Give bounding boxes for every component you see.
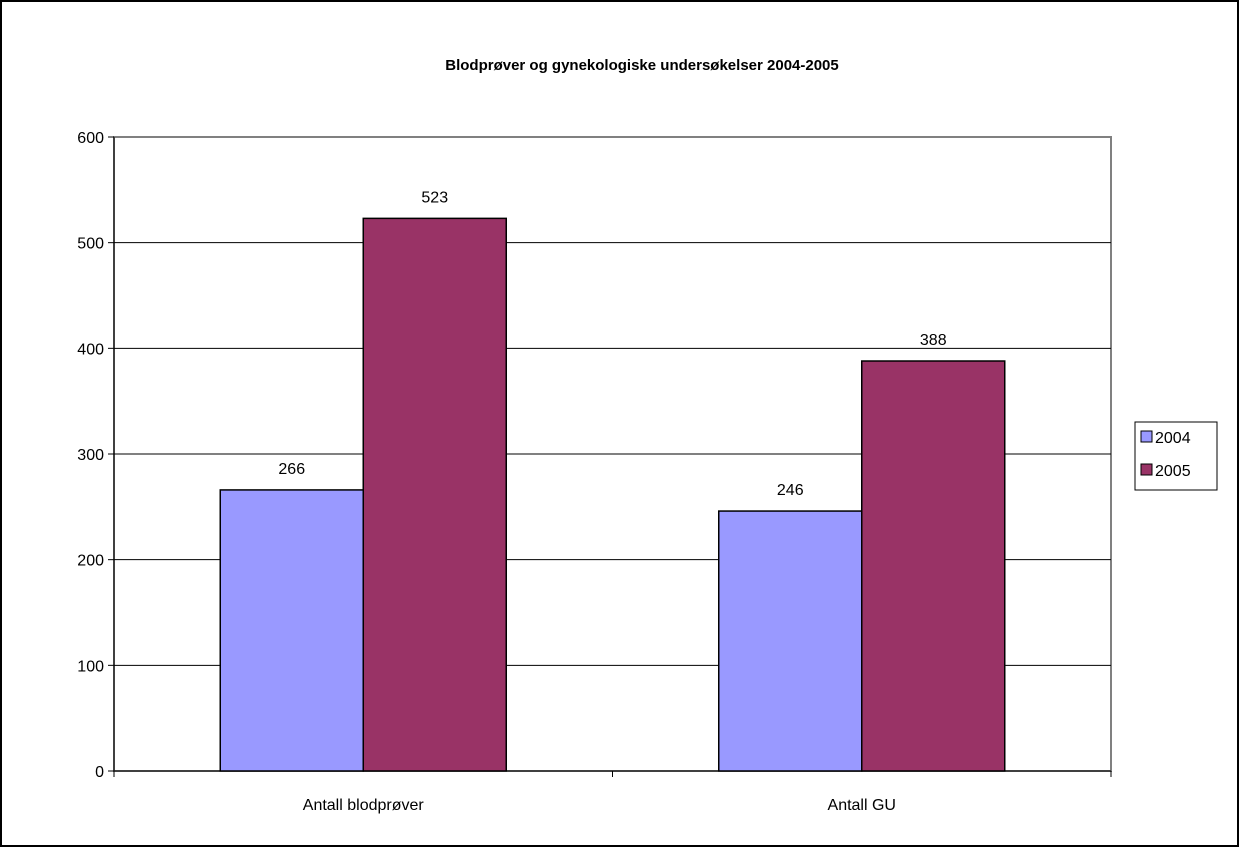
bar-2004-0 [219,489,364,772]
y-tick-label: 400 [77,341,104,358]
legend-swatch-2004 [1140,430,1153,443]
data-label: 523 [421,189,448,206]
y-tick-label: 600 [77,130,104,147]
bar-2005-0 [362,217,507,772]
data-label: 266 [278,461,305,478]
legend-label-2005: 2005 [1155,463,1191,480]
legend-label-2004: 2004 [1155,430,1191,447]
y-tick-label: 100 [77,658,104,675]
category-label: Antall blodprøver [303,797,425,814]
bar-2004-1 [718,510,863,772]
data-label: 246 [777,482,804,499]
legend: 2004 2005 [1134,421,1218,491]
x-axis-ticks [113,771,1112,777]
bars [219,217,1006,772]
data-labels: 266 523 246 388 [278,189,946,499]
y-tick-label: 300 [77,447,104,464]
y-tick-labels: 0 100 200 300 400 500 600 [77,130,114,781]
y-tick-label: 500 [77,236,104,253]
y-tick-label: 200 [77,553,104,570]
data-label: 388 [920,332,947,349]
legend-swatch-2005 [1140,463,1153,476]
y-tick-label: 0 [95,764,104,781]
bar-2005-1 [861,360,1006,772]
chart-title: Blodprøver og gynekologiske undersøkelse… [445,57,839,74]
category-labels: Antall blodprøver Antall GU [303,797,896,814]
category-label: Antall GU [828,797,896,814]
